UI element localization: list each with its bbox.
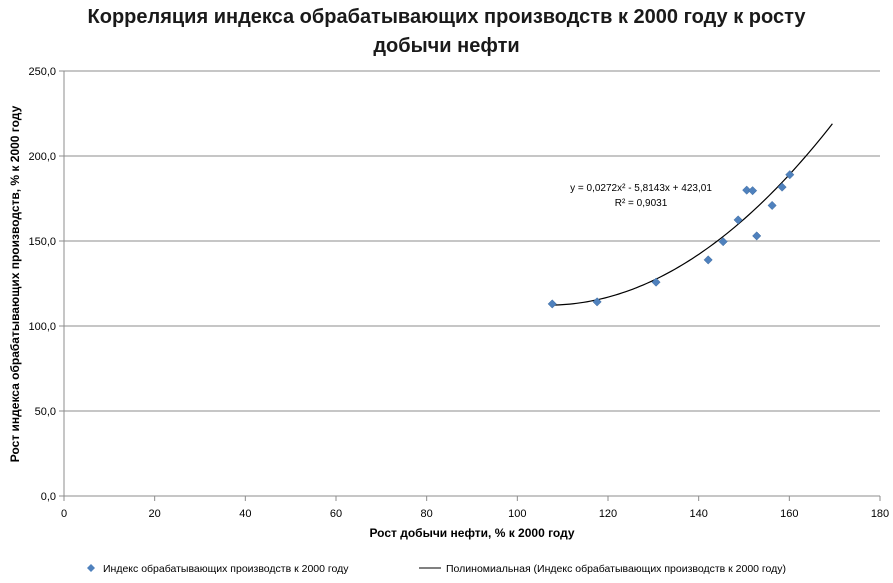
legend-marker-diamond [87, 564, 95, 572]
trendline [552, 123, 833, 306]
legend-label-series: Индекс обрабатывающих производств к 2000… [103, 563, 349, 575]
y-tick-label: 50,0 [35, 406, 56, 418]
data-point [592, 297, 602, 307]
data-point [777, 182, 787, 192]
data-point [752, 231, 762, 241]
x-tick-label: 80 [421, 508, 433, 520]
trendline-equation: y = 0,0272x² - 5,8143x + 423,01 [570, 183, 712, 194]
data-point [733, 215, 743, 225]
data-points [547, 170, 795, 309]
legend: Индекс обрабатывающих производств к 2000… [87, 563, 786, 575]
x-tick-label: 120 [599, 508, 617, 520]
y-tick-label: 100,0 [28, 321, 56, 333]
y-tick-label: 250,0 [28, 66, 56, 78]
x-tick-label: 180 [871, 508, 889, 520]
chart-title: Корреляция индекса обрабатывающих произв… [0, 3, 893, 61]
trendline-r-squared: R² = 0,9031 [615, 198, 668, 209]
data-point [651, 277, 661, 287]
x-tick-label: 60 [330, 508, 342, 520]
y-tick-label: 150,0 [28, 236, 56, 248]
x-tick-label: 160 [780, 508, 798, 520]
axes [59, 70, 881, 501]
tick-labels: 0,0 50,0 100,0 150,0 200,0 250,0 0 20 40 60 80 100 1… [28, 66, 889, 520]
legend-label-trendline: Полиномиальная (Индекс обрабатывающих пр… [446, 563, 786, 575]
chart-title-line-1: Корреляция индекса обрабатывающих произв… [87, 6, 806, 28]
data-point [547, 299, 557, 309]
grid-lines [64, 70, 880, 412]
x-tick-label: 100 [508, 508, 526, 520]
x-tick-label: 40 [239, 508, 251, 520]
y-tick-label: 200,0 [28, 151, 56, 163]
x-tick-label: 20 [149, 508, 161, 520]
data-point [785, 170, 795, 180]
data-point [742, 185, 752, 195]
data-point [748, 186, 758, 196]
x-tick-label: 0 [61, 508, 67, 520]
y-tick-label: 0,0 [41, 491, 56, 503]
x-tick-label: 140 [689, 508, 707, 520]
data-point [767, 200, 777, 211]
y-axis-title: Рост индекса обрабатывающих производств,… [8, 105, 22, 462]
data-point [718, 237, 728, 247]
data-point [703, 255, 713, 265]
x-axis-title: Рост добычи нефти, % к 2000 году [369, 526, 574, 540]
chart-title-line-2: добычи нефти [373, 35, 520, 57]
trendline-curve [552, 123, 833, 306]
